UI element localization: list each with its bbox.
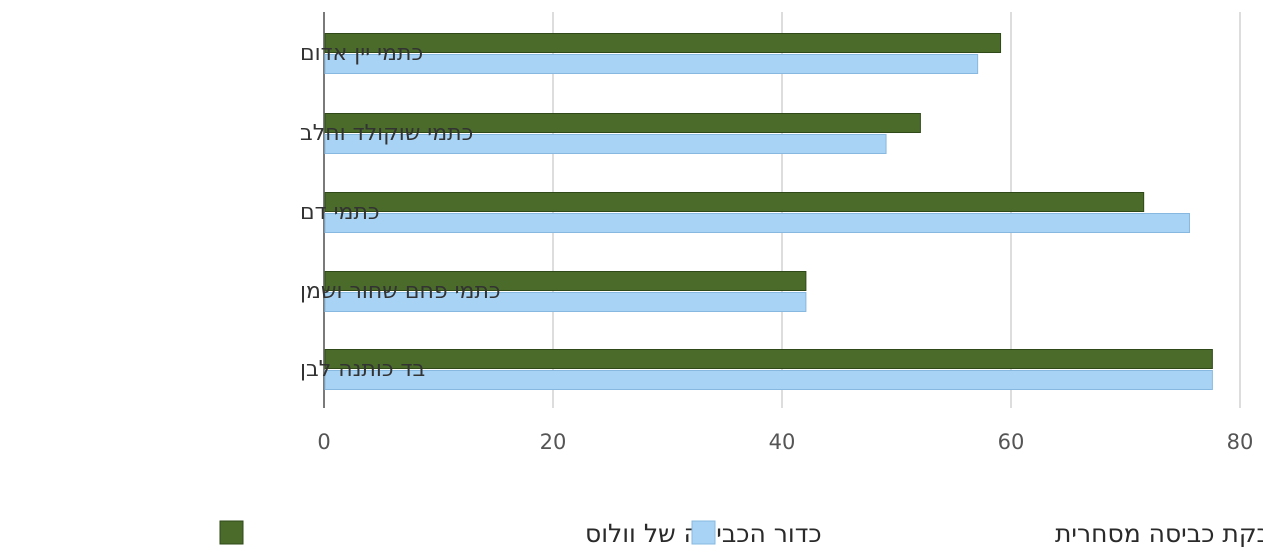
- bar-volos-ball: [324, 113, 921, 133]
- category-labels: כתמי יין אדום כתמי שוקולד וחלב כתמי דם כתמי…: [300, 41, 501, 382]
- bar-volos-ball: [324, 271, 807, 291]
- category-label: כתמי יין אדום: [300, 41, 423, 66]
- bar-volos-ball: [324, 33, 1002, 53]
- legend: כדור הכביסה של וולוסאבקת כביסה מסחרית: [219, 519, 1263, 548]
- x-tick-labels: 0 20 40 60 80: [317, 430, 1253, 454]
- x-tick-label: 40: [769, 430, 796, 454]
- category-label: בד כותנה לבן: [300, 357, 425, 382]
- bar-volos-ball: [324, 192, 1145, 212]
- category-label: כתמי שוקולד וחלב: [300, 121, 473, 146]
- x-tick-label: 20: [540, 430, 567, 454]
- legend-swatch-volos-ball: [219, 520, 244, 545]
- bar-commercial-powder: [324, 213, 1190, 233]
- x-tick-label: 80: [1227, 430, 1254, 454]
- bar-commercial-powder: [324, 54, 979, 74]
- bar-commercial-powder: [324, 292, 807, 312]
- x-tick-label: 0: [317, 430, 330, 454]
- bar-volos-ball: [324, 349, 1213, 369]
- category-label: כתמי דם: [300, 200, 380, 225]
- legend-swatch-commercial-powder: [691, 520, 716, 545]
- bar-commercial-powder: [324, 134, 887, 154]
- category-label: כתמי פחם שחור ושמן: [300, 279, 501, 304]
- bars: [324, 33, 1213, 390]
- legend-label-commercial-powder: אבקת כביסה מסחרית: [1055, 519, 1263, 548]
- x-tick-label: 60: [998, 430, 1025, 454]
- bar-commercial-powder: [324, 370, 1213, 390]
